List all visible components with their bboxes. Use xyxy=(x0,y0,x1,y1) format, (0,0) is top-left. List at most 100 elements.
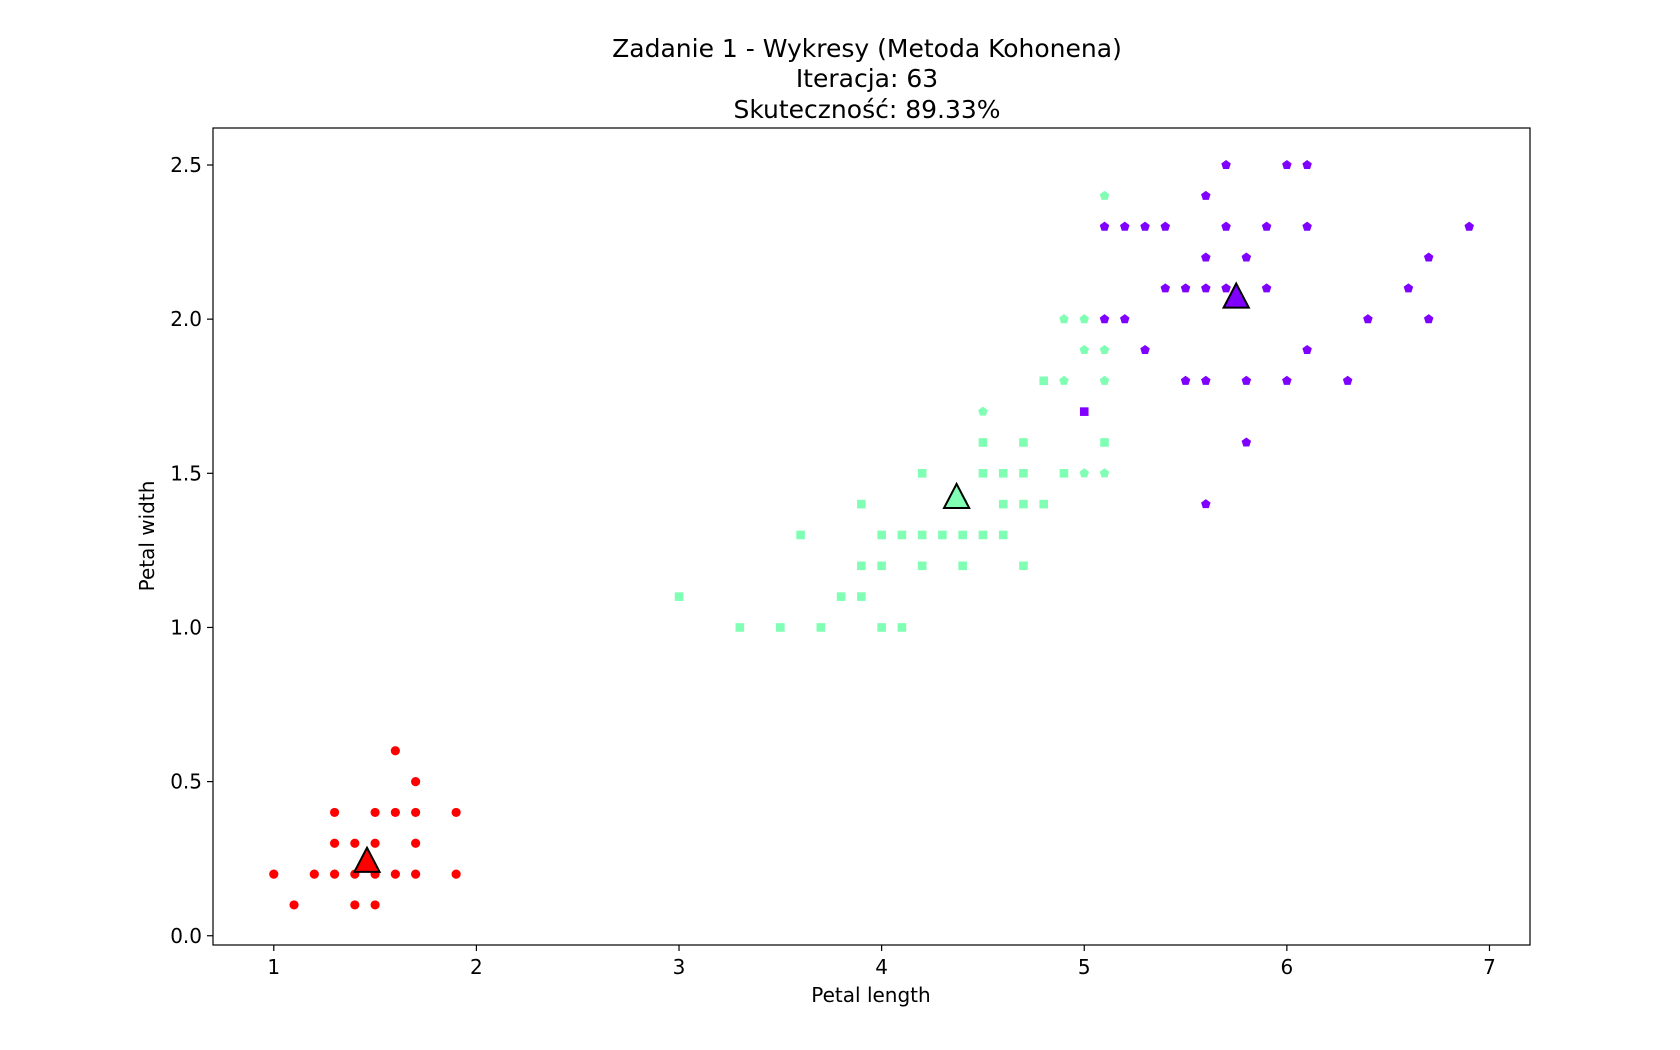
data-point xyxy=(1079,344,1089,355)
data-point xyxy=(1140,344,1150,355)
data-point xyxy=(917,561,927,571)
x-tick-label: 5 xyxy=(1078,955,1091,979)
data-point xyxy=(329,838,340,848)
data-point xyxy=(370,807,380,818)
data-point xyxy=(451,869,461,879)
data-point xyxy=(1099,468,1110,478)
data-point xyxy=(1019,561,1028,571)
data-point xyxy=(1221,160,1231,170)
data-point xyxy=(978,438,988,447)
data-point xyxy=(1302,221,1312,231)
data-point xyxy=(1201,375,1211,385)
y-tick-label: 0.5 xyxy=(170,770,202,794)
data-point xyxy=(350,838,360,848)
data-point xyxy=(1019,468,1028,478)
data-point xyxy=(978,530,988,540)
data-point xyxy=(1079,407,1089,416)
data-point xyxy=(1079,468,1089,478)
data-point xyxy=(451,807,461,818)
x-tick-label: 7 xyxy=(1483,955,1496,979)
data-point xyxy=(411,838,421,848)
data-point xyxy=(1241,375,1252,385)
data-point xyxy=(350,900,360,910)
data-point xyxy=(917,468,927,478)
data-point xyxy=(1201,499,1211,509)
data-point xyxy=(1403,283,1414,293)
data-point xyxy=(1160,221,1171,231)
data-point xyxy=(329,807,340,818)
data-point xyxy=(390,746,400,756)
data-point xyxy=(1423,252,1434,262)
data-point xyxy=(1241,252,1252,262)
data-point xyxy=(1059,468,1069,478)
data-point xyxy=(1019,499,1028,509)
data-point xyxy=(1099,375,1110,385)
data-point xyxy=(978,468,988,478)
data-point xyxy=(897,530,907,540)
data-point xyxy=(1464,221,1474,231)
data-point xyxy=(857,499,866,509)
plot-area xyxy=(269,160,1474,910)
data-point xyxy=(1282,375,1292,385)
data-point xyxy=(390,869,400,879)
data-point xyxy=(329,869,340,879)
data-point xyxy=(897,623,907,632)
data-point xyxy=(917,530,927,540)
data-point xyxy=(1099,344,1110,355)
data-point xyxy=(978,406,988,416)
data-point xyxy=(735,623,745,632)
data-point xyxy=(1180,283,1191,293)
y-tick-label: 1.5 xyxy=(170,461,202,485)
data-point xyxy=(1302,160,1312,170)
y-tick-label: 0.0 xyxy=(170,924,202,948)
data-point xyxy=(1180,375,1191,385)
data-point xyxy=(1099,221,1110,231)
data-point xyxy=(877,530,886,540)
data-point xyxy=(674,592,684,601)
y-tick-label: 2.5 xyxy=(170,153,202,177)
data-point xyxy=(857,561,866,571)
data-point xyxy=(411,807,421,818)
data-point xyxy=(836,592,846,601)
data-point xyxy=(411,869,421,879)
data-point xyxy=(1039,499,1049,509)
data-point xyxy=(1282,160,1292,170)
data-point xyxy=(1241,437,1252,447)
x-tick-label: 4 xyxy=(875,955,888,979)
data-point xyxy=(370,838,380,848)
data-point xyxy=(998,499,1008,509)
data-point xyxy=(998,468,1008,478)
data-point xyxy=(1100,438,1109,447)
data-point xyxy=(1019,438,1028,447)
x-axis-label: Petal length xyxy=(811,983,930,1007)
data-point xyxy=(1261,221,1272,231)
data-point xyxy=(1201,252,1211,262)
cluster-centroid xyxy=(942,481,971,510)
data-point xyxy=(1140,221,1150,231)
data-point xyxy=(1363,314,1373,324)
data-point xyxy=(1201,283,1211,293)
x-tick-label: 6 xyxy=(1280,955,1293,979)
data-point xyxy=(1302,344,1312,355)
data-point xyxy=(857,592,866,601)
data-point xyxy=(998,530,1008,540)
data-point xyxy=(1120,314,1130,324)
data-point xyxy=(309,869,319,879)
data-point xyxy=(1079,314,1089,324)
data-point xyxy=(390,807,400,818)
y-axis-label: Petal width xyxy=(135,481,159,592)
chart-title: Zadanie 1 - Wykresy (Metoda Kohonena) xyxy=(612,34,1122,63)
data-point xyxy=(411,777,421,787)
data-point xyxy=(938,530,947,540)
data-point xyxy=(796,530,805,540)
y-tick-label: 1.0 xyxy=(170,615,202,639)
data-point xyxy=(1099,314,1110,324)
cluster-centroid xyxy=(1221,281,1251,309)
data-point xyxy=(1221,221,1231,231)
data-point xyxy=(877,561,886,571)
data-point xyxy=(816,623,826,632)
x-tick-label: 2 xyxy=(470,955,483,979)
data-point xyxy=(1039,376,1049,386)
